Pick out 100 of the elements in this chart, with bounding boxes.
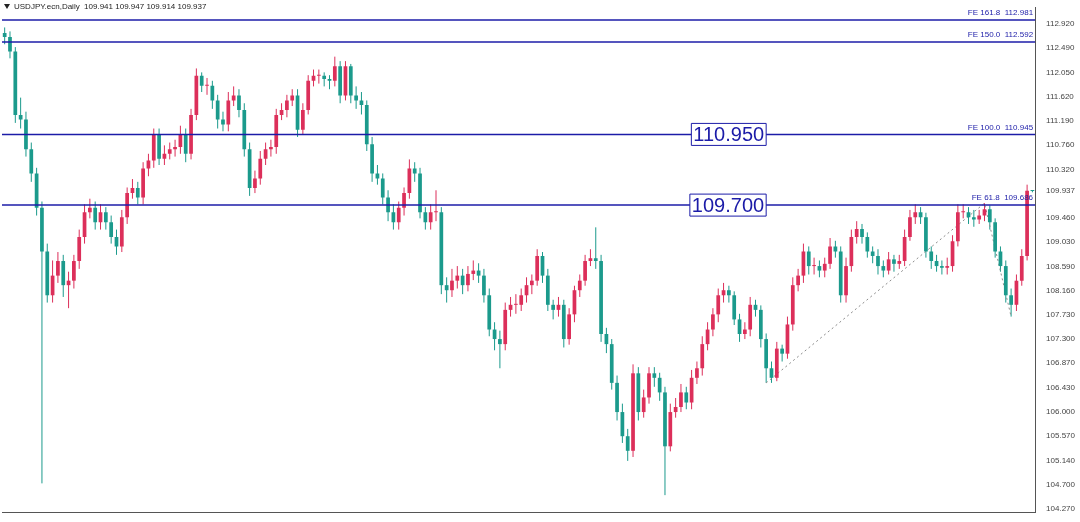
ref-line-label: FE 150.0 112.592	[967, 30, 1034, 40]
candlestick	[796, 268, 800, 292]
candlestick	[471, 259, 476, 281]
candlestick	[498, 330, 502, 369]
candlestick	[455, 265, 460, 290]
candlestick	[450, 268, 454, 298]
y-tick-label: 112.050	[1046, 67, 1075, 77]
candlestick	[716, 288, 721, 323]
candlestick	[987, 204, 992, 231]
candlestick	[695, 361, 699, 385]
candlestick	[812, 257, 816, 275]
candlestick	[806, 245, 811, 275]
y-tick-label: 112.490	[1046, 42, 1075, 52]
candlestick	[18, 97, 23, 130]
candlestick	[828, 237, 832, 270]
candlestick	[908, 209, 912, 242]
candlestick	[551, 299, 556, 320]
candlestick	[215, 94, 220, 130]
candlestick	[316, 69, 321, 85]
y-tick-label: 109.460	[1046, 212, 1076, 222]
candlestick	[577, 274, 582, 298]
candlestick	[657, 372, 662, 402]
candlestick	[583, 254, 587, 287]
candlestick	[72, 254, 76, 290]
y-tick-label: 106.870	[1046, 358, 1076, 368]
y-tick-label: 108.160	[1046, 285, 1076, 295]
candlestick	[183, 128, 188, 163]
candlestick	[332, 56, 337, 87]
y-tick-label: 107.730	[1046, 310, 1076, 320]
candlestick	[892, 254, 896, 273]
candlestick	[8, 30, 12, 59]
candlestick	[205, 77, 209, 96]
candlestick	[929, 245, 934, 270]
annotation: 109.700	[691, 193, 765, 216]
candlestick	[780, 344, 784, 363]
candlestick	[103, 206, 108, 231]
candlestick	[285, 94, 289, 118]
y-tick-label: 109.937	[1046, 186, 1076, 196]
candlestick	[865, 231, 870, 259]
ref-line-label: FE 100.0 110.945	[967, 122, 1034, 132]
candlestick	[210, 80, 215, 110]
candlestick	[529, 274, 534, 295]
candlestick	[396, 201, 401, 231]
candlestick	[221, 111, 225, 132]
candlestick	[428, 203, 433, 231]
y-tick-label: 110.760	[1046, 140, 1075, 149]
y-tick-label: 112.920	[1046, 18, 1075, 28]
y-tick-label: 110.320	[1046, 164, 1075, 174]
y-tick-label: 107.300	[1046, 334, 1076, 344]
candlestick	[679, 383, 683, 413]
candlestick	[402, 186, 406, 217]
candlestick	[199, 71, 204, 93]
candlestick	[854, 220, 859, 245]
candlestick	[466, 265, 470, 292]
y-tick-label: 106.000	[1046, 407, 1076, 417]
y-tick-label: 106.430	[1046, 383, 1076, 393]
candlestick	[743, 321, 747, 340]
candlestick	[886, 251, 891, 275]
candlestick	[93, 201, 98, 231]
y-tick-label: 111.620	[1046, 91, 1075, 101]
candlestick	[625, 428, 630, 462]
candlestick	[237, 88, 241, 118]
candlestick	[652, 366, 657, 388]
candlestick	[269, 139, 273, 158]
candlestick	[822, 257, 827, 278]
candlestick	[434, 189, 438, 222]
y-tick-label: 108.590	[1046, 261, 1076, 271]
candlestick	[88, 198, 92, 219]
annotation: 110.950	[693, 122, 765, 145]
ref-line-label: FE 161.8 112.981	[967, 8, 1034, 18]
candlestick	[684, 386, 689, 410]
candlestick	[354, 85, 358, 110]
candlestick	[593, 226, 598, 270]
y-tick-label: 105.570	[1046, 431, 1076, 441]
y-tick-label: 104.270	[1046, 504, 1076, 514]
candlestick	[482, 268, 486, 304]
candlestick	[173, 139, 177, 158]
candlestick	[231, 85, 236, 107]
candlestick	[380, 172, 385, 205]
candlestick	[444, 276, 449, 304]
candlestick	[940, 259, 944, 275]
candlestick	[253, 170, 257, 194]
candlestick	[1009, 288, 1013, 318]
y-tick-label: 104.700	[1046, 480, 1076, 490]
candlestick	[860, 223, 864, 245]
y-tick-label: 109.030	[1046, 237, 1076, 247]
chart-title: USDJPY.ecn,Daily 109.941 109.947 109.914 109.937	[14, 2, 207, 11]
candlestick	[56, 251, 60, 284]
candlestick	[412, 161, 417, 183]
candlestick	[913, 203, 918, 225]
candlestick	[641, 389, 646, 419]
y-tick-label: 105.140	[1046, 455, 1076, 465]
candlestick	[135, 181, 140, 205]
candlestick	[109, 215, 114, 245]
y-tick-label: 111.190	[1046, 115, 1075, 125]
candlestick	[711, 307, 715, 337]
candlestick	[301, 102, 305, 135]
candlestick	[258, 150, 263, 186]
candlestick	[876, 248, 880, 275]
candlestick	[727, 285, 731, 304]
